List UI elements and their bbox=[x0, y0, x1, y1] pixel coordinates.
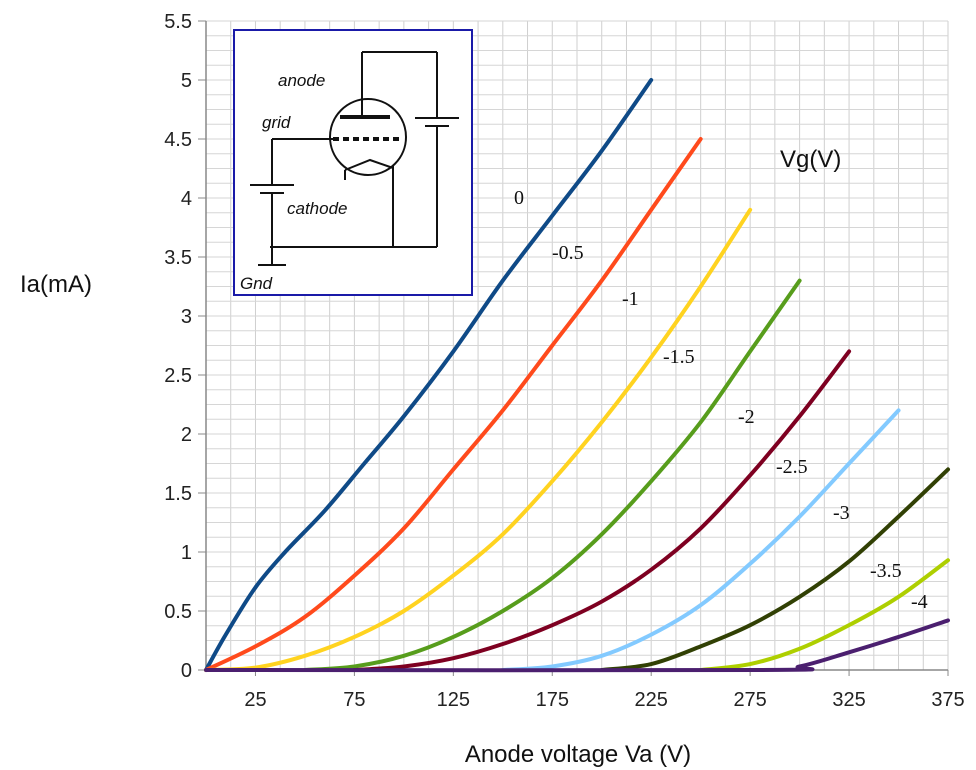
inset-border bbox=[233, 29, 473, 296]
x-tick-label: 175 bbox=[536, 689, 569, 711]
circuit-inset: anode grid cathode Gnd bbox=[233, 29, 473, 296]
y-tick-label: 3 bbox=[181, 306, 192, 328]
y-tick-label: 4 bbox=[181, 188, 192, 210]
inset-anode-label: anode bbox=[278, 71, 325, 90]
y-axis-label: Ia(mA) bbox=[20, 271, 92, 298]
series-line-vg--1.5 bbox=[302, 278, 802, 672]
curve-label-vg--4: -4 bbox=[911, 591, 928, 613]
tube-envelope bbox=[329, 98, 407, 176]
x-axis-label: Anode voltage Va (V) bbox=[465, 741, 691, 768]
curve-label-vg--0.5: -0.5 bbox=[552, 242, 584, 264]
legend-title: Vg(V) bbox=[780, 146, 841, 173]
x-tick-label: 75 bbox=[343, 689, 365, 711]
curve-label-vg--2.5: -2.5 bbox=[776, 456, 808, 478]
battery-anode bbox=[415, 117, 459, 127]
series-line-vg--4 bbox=[204, 618, 950, 673]
x-tick-label: 375 bbox=[931, 689, 964, 711]
curve-label-vg--3: -3 bbox=[833, 502, 850, 524]
y-tick-label: 1.5 bbox=[164, 483, 192, 505]
series-line-vg-0 bbox=[204, 78, 654, 672]
y-tick-label: 3.5 bbox=[164, 247, 192, 269]
curve-label-vg--3.5: -3.5 bbox=[870, 560, 902, 582]
battery-grid bbox=[250, 184, 294, 194]
curve-label-vg--1: -1 bbox=[622, 288, 639, 310]
curve-labels: 0 -0.5 -1 -1.5 -2 -2.5 -3 -3.5 -4 bbox=[514, 187, 928, 613]
series-line-vg--2.5 bbox=[500, 408, 901, 672]
y-tick-label: 2.5 bbox=[164, 365, 192, 387]
inset-grid-label: grid bbox=[262, 113, 291, 132]
y-tick-label: 5.5 bbox=[164, 11, 192, 33]
series-lines bbox=[204, 78, 950, 673]
circuit-wires bbox=[258, 51, 438, 266]
curve-label-vg--1.5: -1.5 bbox=[663, 346, 695, 368]
series-line-vg--0.5 bbox=[204, 137, 703, 672]
y-tick-label: 1 bbox=[181, 542, 192, 564]
x-tick-label: 275 bbox=[733, 689, 766, 711]
curve-label-vg-0: 0 bbox=[514, 187, 524, 209]
inset-gnd-label: Gnd bbox=[240, 274, 273, 293]
series-line-vg--1 bbox=[204, 207, 753, 672]
y-tick-label: 0.5 bbox=[164, 601, 192, 623]
curve-label-vg--2: -2 bbox=[738, 406, 755, 428]
x-tick-label: 325 bbox=[832, 689, 865, 711]
y-tick-label: 0 bbox=[181, 660, 192, 682]
x-tick-label: 25 bbox=[244, 689, 266, 711]
y-tick-label: 4.5 bbox=[164, 129, 192, 151]
x-tick-label: 225 bbox=[635, 689, 668, 711]
inset-cathode-label: cathode bbox=[287, 199, 348, 218]
x-tick-label: 125 bbox=[437, 689, 470, 711]
series-line-vg--3 bbox=[599, 467, 950, 672]
series-line-vg--3.5 bbox=[698, 558, 950, 672]
y-tick-label: 2 bbox=[181, 424, 192, 446]
series-line-vg--2 bbox=[352, 349, 852, 672]
y-tick-label: 5 bbox=[181, 70, 192, 92]
